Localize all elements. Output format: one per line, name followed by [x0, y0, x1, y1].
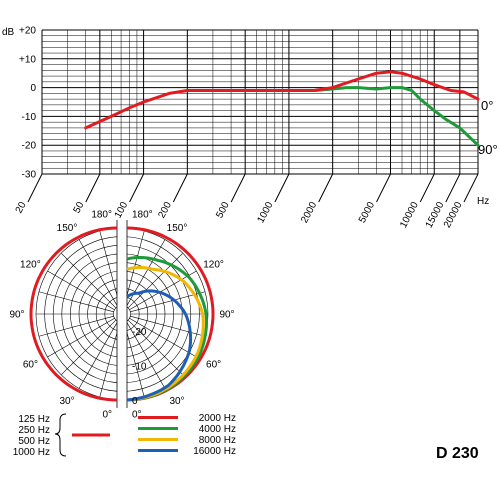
x-tick-label: 20	[14, 200, 29, 215]
x-tick-mark	[463, 173, 479, 203]
y-tick-label: +10	[19, 54, 36, 65]
y-tick-label: -10	[22, 112, 37, 123]
polar-curve-low-freq	[29, 226, 118, 402]
polar-spoke	[123, 322, 145, 398]
x-tick-label: 500	[214, 200, 232, 220]
polar-angle-label-left: 90°	[9, 310, 24, 321]
model-name: D 230	[436, 445, 479, 462]
x-tick-mark	[318, 173, 334, 203]
polar-spoke	[78, 321, 118, 389]
polar-angle-label-right: 0°	[132, 410, 142, 421]
y-tick-label: 0	[30, 83, 36, 94]
polar-spoke	[130, 315, 206, 337]
x-tick-mark	[445, 173, 461, 203]
polar-angle-label-right: 90°	[219, 310, 234, 321]
frequency-response-chart: dB Hz +20 +10 0 -10 -20 -30 20 50 100 200 500 1000…	[2, 26, 498, 230]
y-tick-labels: +20 +10 0 -10 -20 -30	[19, 26, 36, 181]
polar-radial-label: 0	[132, 396, 138, 407]
polar-spoke	[99, 322, 121, 398]
y-axis-label: dB	[2, 27, 15, 38]
x-tick-mark	[85, 173, 101, 203]
legend-brace	[54, 413, 67, 457]
polar-spoke	[47, 318, 115, 358]
y-tick-label: -20	[22, 141, 37, 152]
legend-right-item: 2000 Hz	[199, 413, 236, 424]
polar-spoke	[127, 319, 184, 376]
x-tick-label: 5000	[357, 200, 377, 225]
polar-angle-label-right: 30°	[169, 396, 184, 407]
polar-spoke	[47, 270, 115, 310]
x-tick-mark	[230, 173, 246, 203]
legend-left-item: 125 Hz	[18, 414, 50, 425]
polar-spoke	[78, 239, 118, 307]
x-tick-mark	[27, 173, 43, 203]
polar-angle-label-right: 150°	[167, 223, 188, 234]
x-tick-mark	[274, 173, 290, 203]
response-curve-90deg	[287, 86, 480, 147]
polar-spoke	[129, 318, 197, 358]
x-tick-label: 20000	[442, 200, 465, 230]
polar-spoke	[99, 230, 121, 306]
legend-right-item: 16000 Hz	[193, 446, 236, 457]
polar-angle-label-left: 30°	[59, 396, 74, 407]
polar-spoke	[60, 319, 117, 376]
response-curve-0deg	[84, 70, 480, 130]
polar-radial-labels: -20 -10 0	[132, 327, 147, 407]
polar-angle-label-left: 60°	[23, 360, 38, 371]
polar-angle-label-left: 0°	[102, 410, 112, 421]
polar-spoke	[38, 291, 114, 313]
polar-angle-labels: 180° 180° 150° 150° 120° 120° 90° 90° 60° 60° 30° 3…	[9, 210, 234, 421]
legend-left-item: 500 Hz	[18, 436, 50, 447]
x-tick-mark	[419, 173, 435, 203]
x-tick-label: 200	[156, 200, 174, 220]
legend-right-item: 8000 Hz	[199, 435, 236, 446]
x-tick-label: 1000	[255, 200, 275, 225]
polar-curves	[29, 226, 215, 402]
polar-curve-16000-hz	[126, 289, 193, 402]
polar-center-divider	[117, 220, 127, 408]
frequency-grid	[27, 29, 479, 203]
polar-spoke	[129, 270, 197, 310]
polar-angle-label-right: 120°	[203, 260, 224, 271]
polar-radial-label: -20	[132, 327, 147, 338]
polar-spoke	[38, 315, 114, 337]
polar-angle-label-right: 180°	[132, 210, 153, 221]
polar-spoke	[126, 321, 166, 389]
y-tick-label: -30	[22, 170, 37, 181]
polar-pattern-chart: 180° 180° 150° 150° 120° 120° 90° 90° 60° 60° 30° 3…	[9, 210, 234, 421]
legend-right-item: 4000 Hz	[199, 424, 236, 435]
series-label-90deg: 90°	[478, 142, 498, 157]
polar-spoke	[60, 252, 117, 309]
polar-angle-label-left: 120°	[20, 260, 41, 271]
x-axis-label: Hz	[477, 196, 489, 207]
frequency-curves	[84, 70, 480, 147]
series-label-0deg: 0°	[481, 98, 493, 113]
polar-spoke	[127, 252, 184, 309]
polar-angle-label-left: 180°	[91, 210, 112, 221]
x-tick-label: 10000	[398, 200, 421, 230]
polar-angle-label-right: 60°	[206, 360, 221, 371]
x-tick-label: 50	[72, 200, 87, 215]
polar-spoke	[130, 291, 206, 313]
x-tick-mark	[376, 173, 391, 203]
y-tick-label: +20	[19, 26, 36, 37]
polar-angle-label-left: 150°	[57, 223, 78, 234]
x-tick-mark	[129, 173, 145, 203]
legend-left-item: 1000 Hz	[13, 447, 50, 458]
polar-radial-label: -10	[132, 362, 147, 373]
x-tick-label: 100	[113, 200, 131, 220]
legend-left-item: 250 Hz	[18, 425, 50, 436]
x-tick-label: 2000	[299, 200, 319, 225]
polar-curve-8000-hz	[126, 266, 205, 402]
x-tick-mark	[172, 173, 188, 203]
